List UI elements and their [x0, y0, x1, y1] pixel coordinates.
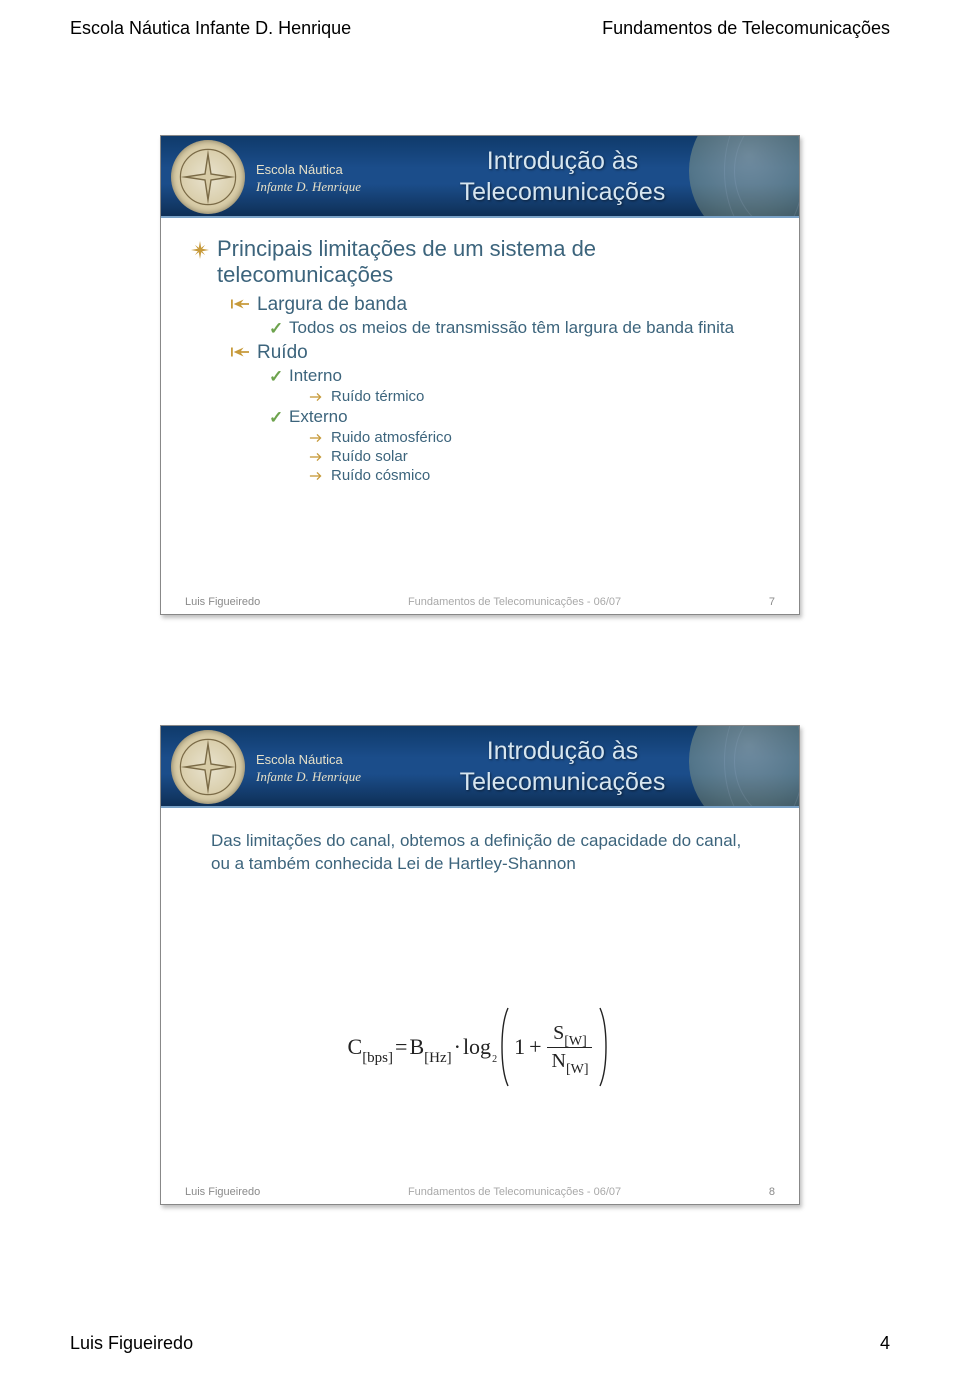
compass-rose-icon	[171, 140, 245, 214]
formula-fraction: S[W] N[W]	[547, 1022, 592, 1073]
item-ruido-atmosferico-text: Ruido atmosférico	[331, 429, 452, 446]
item-ruido-interno-label: Interno	[289, 366, 342, 385]
heading-level1: Principais limitações de um sistema de t…	[191, 236, 769, 288]
formula-C: C[bps]	[348, 1034, 394, 1060]
slide-banner: Escola Náutica Infante D. Henrique Intro…	[161, 136, 799, 218]
item-ruido-externo-label: Externo	[289, 407, 348, 426]
formula-C-sym: C	[348, 1034, 363, 1059]
slide-footer-subtitle: Fundamentos de Telecomunicações - 06/07	[408, 596, 621, 608]
formula-S-sym: S	[553, 1022, 564, 1044]
formula-N-sym: N	[551, 1050, 565, 1072]
slide-1-footer: Luis Figueiredo Fundamentos de Telecomun…	[185, 596, 775, 608]
slide-title: Introdução às Telecomunicações	[416, 146, 709, 209]
item-ruido-termico-text: Ruído térmico	[331, 388, 424, 405]
formula-B-unit: [Hz]	[424, 1050, 451, 1066]
item-ruido-termico: Ruído térmico	[309, 388, 769, 405]
star-bullet-icon	[191, 239, 209, 265]
slide-title: Introdução às Telecomunicações	[416, 736, 709, 799]
formula-S: S[W]	[549, 1022, 591, 1045]
check-icon: ✓	[269, 319, 283, 339]
formula-S-unit: [W]	[564, 1034, 587, 1049]
item-ruido-interno: ✓ Interno	[269, 366, 769, 386]
formula-log: log2	[463, 1034, 496, 1060]
slide-banner: Escola Náutica Infante D. Henrique Intro…	[161, 726, 799, 808]
slide-2-paragraph: Das limitações do canal, obtemos a defin…	[211, 830, 759, 876]
formula-log-base: 2	[492, 1054, 497, 1065]
item-ruido-cosmico-text: Ruído cósmico	[331, 467, 430, 484]
formula-one: 1	[514, 1034, 525, 1060]
arrow-right-icon	[309, 390, 325, 407]
item-largura-label: Largura de banda	[257, 294, 407, 315]
formula-log-text: log	[463, 1034, 491, 1059]
item-ruido-solar-text: Ruído solar	[331, 448, 408, 465]
formula-dot: ·	[454, 1034, 461, 1060]
item-largura: Largura de banda	[231, 294, 769, 316]
item-ruido-solar: Ruído solar	[309, 448, 769, 465]
formula-N-unit: [W]	[566, 1062, 589, 1077]
shannon-hartley-formula: C[bps] = B[Hz] · log2 1 +	[161, 1006, 799, 1088]
paren-right-icon	[596, 1006, 612, 1088]
top-header-right: Fundamentos de Telecomunicações	[602, 18, 890, 39]
slide-title-line2: Telecomunicações	[416, 767, 709, 798]
formula-C-unit: [bps]	[362, 1050, 393, 1066]
school-name-line2: Infante D. Henrique	[256, 769, 361, 786]
page-bottom-footer: Luis Figueiredo 4	[70, 1333, 890, 1354]
item-largura-sub1: ✓ Todos os meios de transmissão têm larg…	[269, 318, 769, 338]
item-ruido-label: Ruído	[257, 342, 308, 363]
check-icon: ✓	[269, 367, 283, 387]
formula-eq: =	[395, 1034, 407, 1060]
slide-footer-page: 7	[769, 596, 775, 608]
top-header-left: Escola Náutica Infante D. Henrique	[70, 18, 351, 39]
slide-footer-author: Luis Figueiredo	[185, 1186, 260, 1198]
slide-1-body: Principais limitações de um sistema de t…	[161, 226, 799, 586]
slide-2-footer: Luis Figueiredo Fundamentos de Telecomun…	[185, 1186, 775, 1198]
item-ruido: Ruído	[231, 342, 769, 364]
item-largura-sub1-text: Todos os meios de transmissão têm largur…	[289, 318, 734, 337]
slide-2: Escola Náutica Infante D. Henrique Intro…	[160, 725, 800, 1205]
slide-title-line2: Telecomunicações	[416, 177, 709, 208]
slide-title-line1: Introdução às	[416, 146, 709, 177]
slide-2-body: Das limitações do canal, obtemos a defin…	[161, 816, 799, 1176]
check-icon: ✓	[269, 408, 283, 428]
school-name: Escola Náutica Infante D. Henrique	[256, 162, 361, 196]
arrow-right-icon	[309, 469, 325, 486]
slide-footer-subtitle: Fundamentos de Telecomunicações - 06/07	[408, 1186, 621, 1198]
paren-left-icon	[496, 1006, 512, 1088]
slide-1: Escola Náutica Infante D. Henrique Intro…	[160, 135, 800, 615]
slide-footer-author: Luis Figueiredo	[185, 596, 260, 608]
heading-text: Principais limitações de um sistema de t…	[217, 236, 596, 287]
school-name-line1: Escola Náutica	[256, 752, 361, 769]
school-name-line1: Escola Náutica	[256, 162, 361, 179]
formula-B: B[Hz]	[409, 1034, 451, 1060]
arrow-right-icon	[309, 431, 325, 448]
formula-B-sym: B	[409, 1034, 424, 1059]
page-footer-number: 4	[880, 1333, 890, 1354]
tab-arrow-icon	[231, 345, 249, 359]
school-name-line2: Infante D. Henrique	[256, 179, 361, 196]
page: Escola Náutica Infante D. Henrique Funda…	[0, 0, 960, 1384]
tab-arrow-icon	[231, 297, 249, 311]
school-name: Escola Náutica Infante D. Henrique	[256, 752, 361, 786]
item-ruido-cosmico: Ruído cósmico	[309, 467, 769, 484]
page-top-header: Escola Náutica Infante D. Henrique Funda…	[70, 18, 890, 39]
item-ruido-externo: ✓ Externo	[269, 407, 769, 427]
compass-rose-icon	[171, 730, 245, 804]
slide-title-line1: Introdução às	[416, 736, 709, 767]
formula-N: N[W]	[547, 1050, 592, 1073]
arrow-right-icon	[309, 450, 325, 467]
formula-plus: +	[529, 1034, 541, 1060]
slide-footer-page: 8	[769, 1186, 775, 1198]
page-footer-author: Luis Figueiredo	[70, 1333, 193, 1354]
item-ruido-atmosferico: Ruido atmosférico	[309, 429, 769, 446]
